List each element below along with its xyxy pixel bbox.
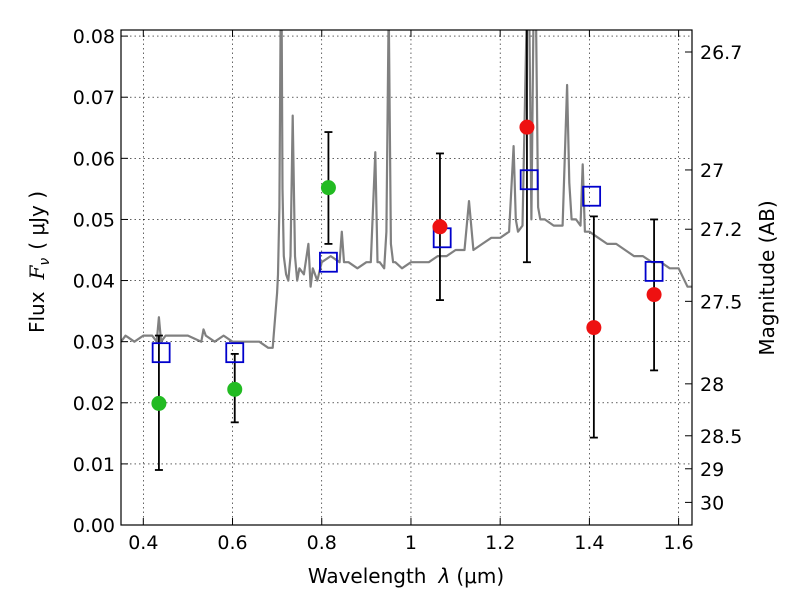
model-square-point <box>151 342 171 364</box>
y2-tick-label: 27 <box>700 160 724 182</box>
y2-tick-label: 28 <box>700 374 724 396</box>
observed-point <box>320 180 336 196</box>
y-axis-title: Flux Fν ( μJy ) <box>25 191 53 333</box>
y-tick-label: 0.07 <box>73 87 115 109</box>
y-tick-label: 0.03 <box>73 332 115 354</box>
y2-tick-label: 27.2 <box>700 219 742 241</box>
x-axis-symbol: λ <box>438 564 451 588</box>
x-tick-label: 1.4 <box>574 532 604 554</box>
y-tick-label: 0.04 <box>73 271 115 293</box>
plot-frame <box>120 29 693 526</box>
y-tick-label: 0.01 <box>73 454 115 476</box>
y-axis-subscript: ν <box>37 258 53 266</box>
observed-point <box>227 381 243 397</box>
model-square-point <box>225 342 245 364</box>
plot-area <box>121 30 692 525</box>
y-tick-label: 0.05 <box>73 209 115 231</box>
y-tick-label: 0.08 <box>73 26 115 48</box>
y-tick-label: 0.00 <box>73 515 115 537</box>
observed-points <box>151 119 662 411</box>
y-tick-label: 0.06 <box>73 148 115 170</box>
x-tick-label: 1.6 <box>664 532 694 554</box>
x-tick-label: 0.4 <box>128 532 158 554</box>
model-square-point <box>519 169 539 191</box>
observed-point <box>646 287 662 303</box>
observed-point <box>519 119 535 135</box>
x-axis-title: Wavelength λ (μm) <box>308 564 504 588</box>
model-spectrum <box>121 30 692 349</box>
x-tick-label: 0.6 <box>217 532 247 554</box>
observed-point <box>151 395 167 411</box>
x-axis-ticks: 0.4 0.6 0.8 1 1.2 1.4 1.6 <box>128 30 694 554</box>
y2-tick-label: 26.7 <box>700 42 742 64</box>
y2-axis-title: Magnitude (AB) <box>755 200 779 355</box>
x-tick-label: 1 <box>405 532 417 554</box>
observed-point <box>586 320 602 336</box>
y-axis-label: Flux <box>25 291 49 333</box>
observed-point <box>432 219 448 235</box>
y2-tick-label: 29 <box>700 459 724 481</box>
y2-tick-label: 27.5 <box>700 291 742 313</box>
y2-tick-label: 30 <box>700 492 724 514</box>
y2-axis-ticks: 26.7 27 27.2 27.5 28 28.5 29 30 <box>685 42 742 514</box>
spectrum-line <box>121 30 692 349</box>
x-tick-label: 0.8 <box>307 532 337 554</box>
y2-tick-label: 28.5 <box>700 426 742 448</box>
x-axis-label: Wavelength <box>308 564 427 588</box>
model-square-point <box>644 260 664 282</box>
x-tick-label: 1.2 <box>485 532 515 554</box>
x-axis-unit: (μm) <box>456 564 504 588</box>
y-axis-symbol: F <box>25 264 49 280</box>
y-tick-label: 0.02 <box>73 393 115 415</box>
model-square-point <box>582 185 602 207</box>
model-square-point <box>319 251 338 273</box>
y-axis-unit: ( μJy ) <box>25 191 49 250</box>
y-axis-ticks: 0.00 0.01 0.02 0.03 0.04 0.05 0.06 0.07 0.08 <box>73 26 128 537</box>
